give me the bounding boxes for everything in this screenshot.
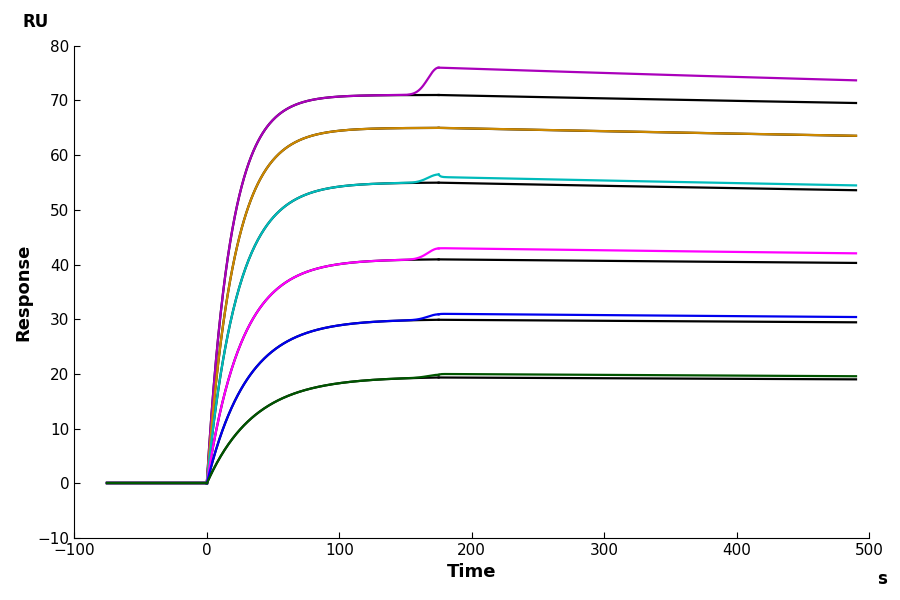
Y-axis label: Response: Response: [14, 243, 32, 341]
Text: RU: RU: [22, 13, 49, 31]
Text: s: s: [878, 570, 887, 588]
X-axis label: Time: Time: [447, 563, 497, 581]
